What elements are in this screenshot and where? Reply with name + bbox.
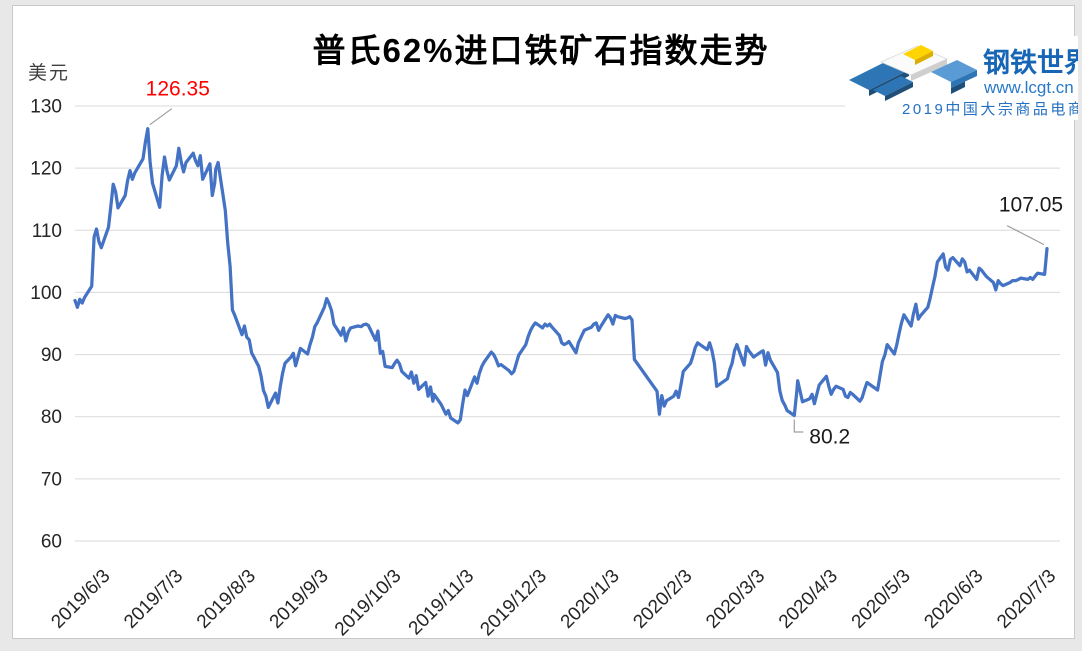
y-axis-tick-label: 80 — [41, 407, 62, 428]
annotation-leader-line — [793, 419, 804, 433]
x-axis-tick-label: 2019/9/3 — [266, 566, 333, 633]
price-line — [73, 127, 1049, 425]
logo-plate-blue2-side — [885, 82, 913, 101]
x-axis-tick-label: 2020/3/3 — [702, 566, 769, 633]
annotation-leader-line — [1006, 225, 1045, 246]
y-axis-tick-label: 60 — [41, 532, 62, 553]
logo-plate-white-side — [911, 59, 947, 81]
x-axis-tick-label: 2019/10/3 — [331, 566, 406, 641]
chart-title: 普氏62%进口铁矿石指数走势 — [312, 32, 770, 69]
logo-brand-url: www.lcgt.cn — [983, 78, 1074, 97]
logo-tagline: 2019中国大宗商品电商百强 — [902, 100, 1078, 118]
y-axis-tick-label: 100 — [30, 283, 62, 304]
steel-world-logo: 钢铁世界 www.lcgt.cn 2019中国大宗商品电商百强 — [845, 36, 1078, 120]
x-axis-tick-label: 2020/6/3 — [920, 566, 987, 633]
x-axis-tick-label: 2019/8/3 — [193, 566, 260, 633]
steel-world-logo-mark — [849, 45, 977, 101]
y-axis-tick-label: 130 — [30, 97, 62, 118]
logo-brand-name: 钢铁世界 — [983, 48, 1078, 78]
annotation-leader-line — [149, 108, 173, 126]
logo-plate-step — [951, 81, 965, 94]
x-axis-tick-label: 2019/11/3 — [405, 566, 479, 640]
logo-plate-lightblue — [931, 60, 977, 82]
x-axis-tick-label: 2019/6/3 — [47, 566, 114, 633]
logo-plate-yellow — [903, 45, 933, 60]
y-axis-unit-label: 美元 — [28, 63, 71, 84]
x-axis-tick-label: 2020/2/3 — [629, 566, 696, 633]
x-axis-tick-label: 2020/5/3 — [848, 566, 915, 633]
y-axis-tick-label: 70 — [41, 469, 62, 490]
y-axis-tick-label: 120 — [30, 159, 62, 180]
x-axis-tick-label: 2019/7/3 — [120, 566, 187, 633]
x-axis-tick-label: 2020/7/3 — [993, 566, 1060, 633]
annotation-label: 80.2 — [809, 426, 850, 449]
y-axis-tick-label: 90 — [41, 345, 62, 366]
logo-plate-blue2 — [873, 76, 913, 96]
logo-plate-yellow-side — [915, 51, 933, 65]
y-axis-tick-label: 110 — [32, 221, 62, 242]
annotation-label: 126.35 — [146, 78, 210, 101]
x-axis-tick-label: 2020/4/3 — [775, 566, 842, 633]
annotation-label: 107.05 — [999, 194, 1063, 217]
x-axis-tick-label: 2020/1/3 — [557, 566, 624, 633]
logo-plate-lightblue-side — [951, 70, 977, 88]
x-axis-tick-label: 2019/12/3 — [476, 566, 551, 641]
